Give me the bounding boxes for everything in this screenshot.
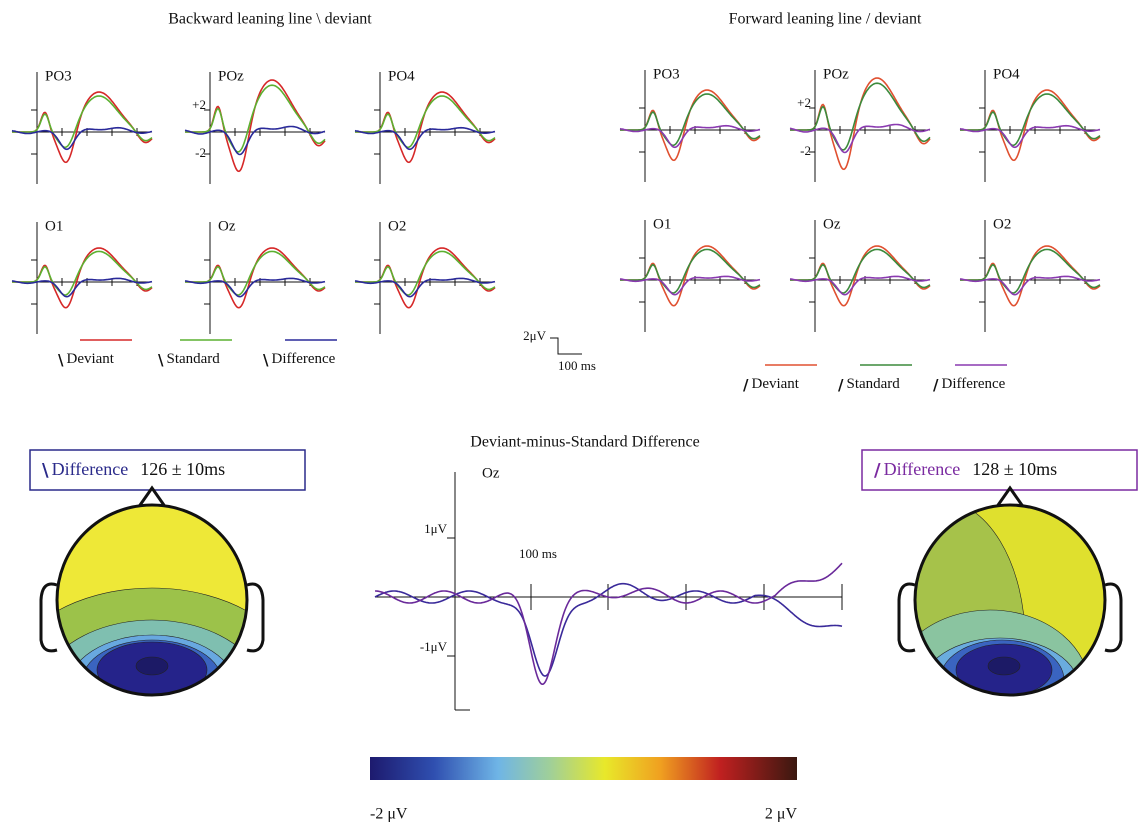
y-label: +2 (797, 95, 811, 110)
legend-mark: / (933, 376, 939, 394)
legend-label: Standard (166, 351, 220, 367)
legend-entry: \Standard (158, 351, 220, 369)
electrode-label: O2 (993, 216, 1011, 232)
electrode-label: POz (218, 68, 244, 84)
erp-wave (620, 249, 760, 293)
electrode-label: PO3 (45, 68, 72, 84)
erp-wave (790, 125, 930, 153)
electrode-label: Oz (823, 216, 841, 232)
erp-wave (355, 251, 495, 295)
electrode-label: PO3 (653, 66, 680, 82)
ear (41, 584, 57, 651)
legend-entry: /Standard (838, 376, 900, 394)
ear (1105, 584, 1121, 651)
erp-wave (790, 83, 930, 150)
map-region (136, 657, 168, 675)
erp-wave (185, 80, 325, 171)
legend-label: Standard (846, 376, 900, 392)
legend-entry: \Deviant (58, 351, 115, 369)
y-label: +2 (192, 97, 206, 112)
ear (899, 584, 915, 651)
colorbar-max: 2 μV (765, 806, 798, 823)
scale-amplitude: 2μV (523, 328, 546, 343)
erp-wave (185, 85, 325, 152)
erp-wave (960, 249, 1100, 293)
map-mark: / (874, 460, 881, 481)
legend-mark: \ (58, 351, 64, 369)
electrode-label: O2 (388, 218, 406, 234)
erp-wave (355, 96, 495, 147)
erp-wave (790, 78, 930, 169)
colorbar-min: -2 μV (370, 806, 408, 823)
y-label: -1μV (420, 639, 448, 654)
electrode-label: Oz (218, 218, 236, 234)
legend-mark: / (743, 376, 749, 394)
map-mark: \ (42, 460, 49, 481)
legend-label: Difference (271, 351, 335, 367)
map-latency: 126 ± 10ms (140, 459, 225, 479)
panel-title: Forward leaning line / deviant (729, 11, 922, 28)
electrode-label: PO4 (388, 68, 415, 84)
legend-label: Deviant (66, 351, 114, 367)
diff-title: Deviant-minus-Standard Difference (470, 434, 699, 451)
legend-entry: /Deviant (743, 376, 800, 394)
scale-bar (550, 338, 582, 354)
colorbar (370, 757, 797, 780)
legend-label: Difference (941, 376, 1005, 392)
erp-wave (620, 90, 760, 160)
map-name: Difference (884, 459, 961, 479)
electrode-label: PO4 (993, 66, 1020, 82)
map-region (988, 657, 1020, 675)
y-label: 1μV (424, 521, 447, 536)
legend-entry: \Difference (263, 351, 336, 369)
erp-wave (355, 92, 495, 162)
map-label: \Difference 126 ± 10ms (42, 459, 225, 481)
map-name: Difference (52, 459, 129, 479)
y-label: -2 (195, 145, 206, 160)
legend-mark: / (838, 376, 844, 394)
erp-wave (185, 127, 325, 155)
y-label: -2 (800, 143, 811, 158)
diff-wave (375, 563, 842, 684)
map-label: /Difference 128 ± 10ms (874, 459, 1057, 481)
legend-mark: \ (263, 351, 269, 369)
diff-electrode: Oz (482, 465, 500, 481)
erp-wave (790, 249, 930, 293)
map-latency: 128 ± 10ms (972, 459, 1057, 479)
erp-wave (12, 92, 152, 162)
topomap (2, 500, 302, 792)
topomap (855, 500, 1110, 780)
legend-entry: /Difference (933, 376, 1006, 394)
electrode-label: POz (823, 66, 849, 82)
erp-wave (185, 251, 325, 295)
panel-title: Backward leaning line \ deviant (168, 11, 372, 28)
figure: Backward leaning line \ deviant PO3 POz +2 -… (0, 0, 1142, 827)
erp-wave (960, 94, 1100, 145)
electrode-label: O1 (45, 218, 63, 234)
diff-time-label: 100 ms (519, 546, 557, 561)
scale-time: 100 ms (558, 358, 596, 373)
ear (247, 584, 263, 651)
erp-wave (960, 90, 1100, 160)
erp-wave (12, 96, 152, 147)
erp-wave (620, 94, 760, 145)
legend-mark: \ (158, 351, 164, 369)
erp-wave (12, 251, 152, 295)
legend-label: Deviant (751, 376, 799, 392)
electrode-label: O1 (653, 216, 671, 232)
